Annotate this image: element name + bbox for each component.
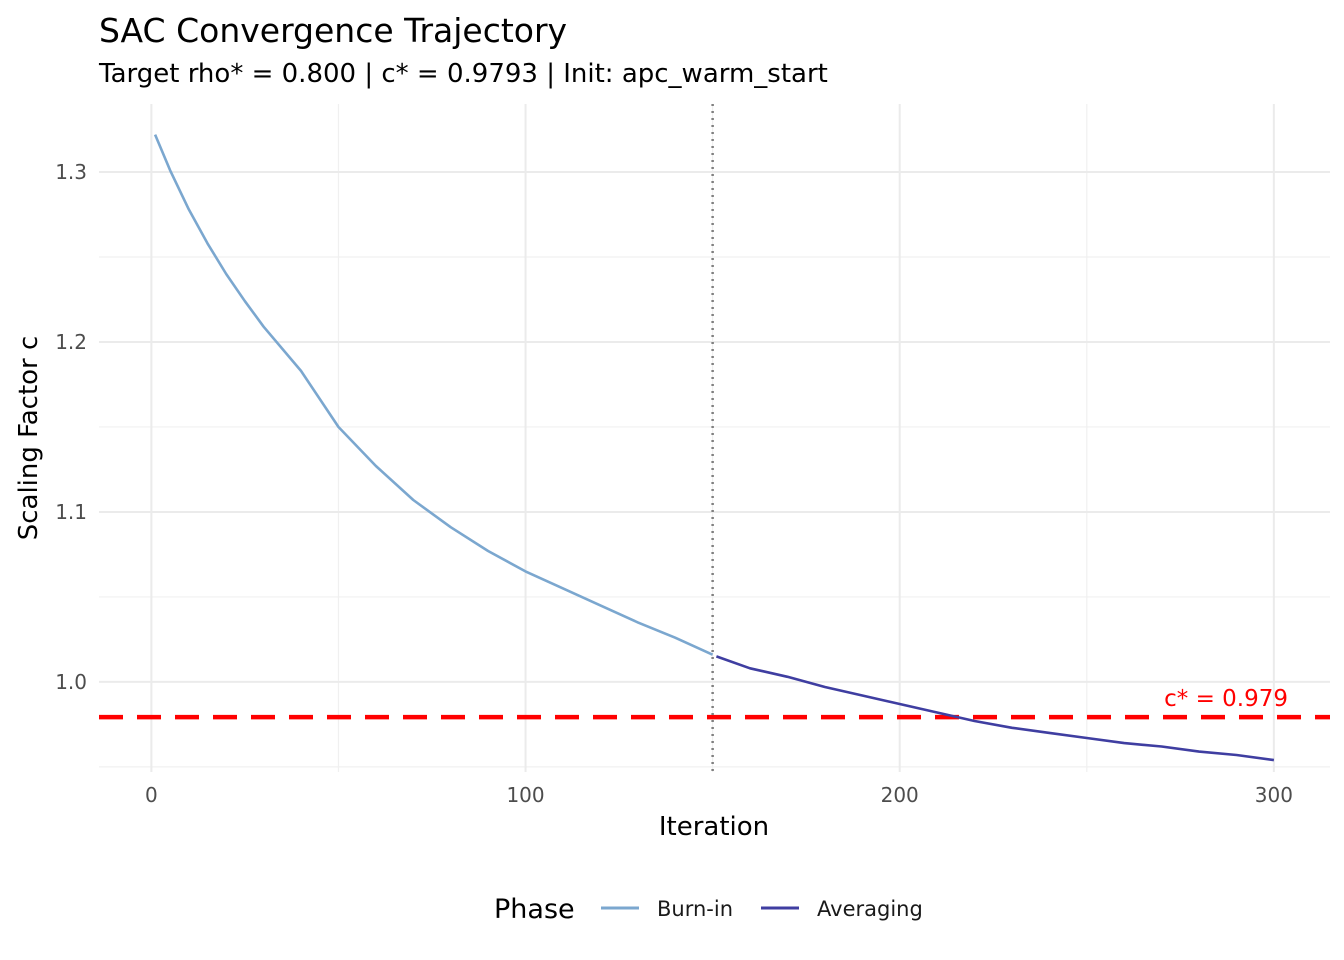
legend-title: Phase — [494, 894, 575, 925]
x-tick-label: 300 — [1255, 783, 1293, 807]
x-tick-label: 100 — [506, 783, 544, 807]
series-line-averaging — [715, 655, 1275, 762]
y-tick-label: 1.1 — [55, 500, 87, 524]
gridlines — [99, 104, 1330, 772]
legend-label-burn-in: Burn-in — [657, 897, 733, 921]
legend: Phase Burn-in Averaging — [494, 894, 923, 925]
chart-subtitle: Target rho* = 0.800 | c* = 0.9793 | Init… — [98, 59, 828, 89]
series-line-burn-in — [153, 134, 714, 656]
y-tick-label: 1.2 — [55, 330, 87, 354]
x-tick-label: 0 — [145, 783, 158, 807]
y-axis-title: Scaling Factor c — [14, 336, 44, 541]
chart-title: SAC Convergence Trajectory — [99, 11, 567, 50]
x-tick-label: 200 — [881, 783, 919, 807]
reference-lines — [99, 104, 1330, 772]
axis-ticks: 0 100 200 300 1.0 1.1 1.2 1.3 — [55, 160, 1293, 807]
reference-line-label: c* = 0.979 — [1164, 686, 1288, 712]
y-tick-label: 1.3 — [55, 160, 87, 184]
legend-label-averaging: Averaging — [817, 897, 923, 921]
series-lines — [153, 134, 1275, 762]
x-axis-title: Iteration — [659, 812, 769, 842]
y-tick-label: 1.0 — [55, 670, 87, 694]
